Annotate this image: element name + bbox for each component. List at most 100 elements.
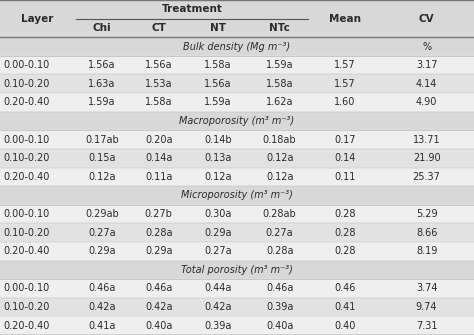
Text: 1.58a: 1.58a	[204, 60, 232, 70]
Text: 8.66: 8.66	[416, 228, 438, 238]
Bar	[0, 56, 474, 74]
Text: 1.59a: 1.59a	[204, 97, 232, 107]
Text: 0.27a: 0.27a	[266, 228, 293, 238]
Text: 1.56a: 1.56a	[145, 60, 173, 70]
Text: 0.27a: 0.27a	[88, 228, 116, 238]
Text: 0.29a: 0.29a	[145, 246, 173, 256]
Text: 1.62a: 1.62a	[266, 97, 293, 107]
Text: 3.74: 3.74	[416, 283, 438, 293]
Text: 0.10-0.20: 0.10-0.20	[4, 153, 50, 163]
Text: CV: CV	[419, 14, 434, 23]
Text: 0.28: 0.28	[334, 246, 356, 256]
Bar	[0, 149, 474, 168]
Text: 0.11: 0.11	[334, 172, 356, 182]
Text: 1.59a: 1.59a	[88, 97, 116, 107]
Text: Total porosity (m³ m⁻³): Total porosity (m³ m⁻³)	[181, 265, 293, 275]
Text: 0.13a: 0.13a	[204, 153, 232, 163]
Text: 0.14a: 0.14a	[145, 153, 173, 163]
Text: 0.46a: 0.46a	[88, 283, 116, 293]
Text: 0.12a: 0.12a	[266, 153, 293, 163]
Text: 0.42a: 0.42a	[145, 302, 173, 312]
Text: 0.28: 0.28	[334, 209, 356, 219]
Bar	[0, 316, 474, 335]
Text: Bulk density (Mg m⁻³): Bulk density (Mg m⁻³)	[183, 42, 291, 52]
Text: 0.42a: 0.42a	[204, 302, 232, 312]
Text: 0.14b: 0.14b	[204, 135, 232, 145]
Bar	[0, 74, 474, 93]
Text: 1.63a: 1.63a	[88, 79, 116, 89]
Text: 0.40a: 0.40a	[145, 321, 173, 331]
Bar	[0, 37, 474, 56]
Text: 0.17ab: 0.17ab	[85, 135, 119, 145]
Text: 0.12a: 0.12a	[266, 172, 293, 182]
Bar	[0, 93, 474, 112]
Text: 0.27b: 0.27b	[145, 209, 173, 219]
Text: 0.20-0.40: 0.20-0.40	[4, 97, 50, 107]
Text: Treatment: Treatment	[162, 4, 222, 14]
Bar	[0, 242, 474, 261]
Text: 0.27a: 0.27a	[204, 246, 232, 256]
Bar	[0, 223, 474, 242]
Text: 0.29ab: 0.29ab	[85, 209, 119, 219]
Text: 0.00-0.10: 0.00-0.10	[4, 135, 50, 145]
Text: 0.29a: 0.29a	[204, 228, 232, 238]
Text: 1.53a: 1.53a	[145, 79, 173, 89]
Text: 5.29: 5.29	[416, 209, 438, 219]
Text: 0.00-0.10: 0.00-0.10	[4, 283, 50, 293]
Text: 0.41a: 0.41a	[88, 321, 116, 331]
Text: 0.20-0.40: 0.20-0.40	[4, 246, 50, 256]
Text: 0.39a: 0.39a	[266, 302, 293, 312]
Text: Mean: Mean	[329, 14, 361, 23]
Text: 1.59a: 1.59a	[266, 60, 293, 70]
Text: 0.46a: 0.46a	[145, 283, 173, 293]
Text: 4.90: 4.90	[416, 97, 438, 107]
Text: 1.56a: 1.56a	[88, 60, 116, 70]
Text: 0.39a: 0.39a	[204, 321, 232, 331]
Text: 0.28: 0.28	[334, 228, 356, 238]
Text: 0.42a: 0.42a	[88, 302, 116, 312]
Bar	[0, 205, 474, 223]
Text: Layer: Layer	[20, 14, 53, 23]
Text: 0.28a: 0.28a	[145, 228, 173, 238]
Text: 4.14: 4.14	[416, 79, 438, 89]
Text: 0.28ab: 0.28ab	[263, 209, 297, 219]
Text: 25.37: 25.37	[413, 172, 440, 182]
Text: 1.56a: 1.56a	[204, 79, 232, 89]
Text: 0.17: 0.17	[334, 135, 356, 145]
Text: 13.71: 13.71	[413, 135, 440, 145]
Text: 0.44a: 0.44a	[204, 283, 232, 293]
Bar	[0, 112, 474, 130]
Text: 1.58a: 1.58a	[266, 79, 293, 89]
Text: CT: CT	[151, 23, 166, 33]
Text: Microporosity (m³ m⁻³): Microporosity (m³ m⁻³)	[181, 190, 293, 200]
Bar	[0, 279, 474, 298]
Text: 0.15a: 0.15a	[88, 153, 116, 163]
Text: 0.46: 0.46	[334, 283, 356, 293]
Text: %: %	[422, 42, 431, 52]
Bar	[0, 130, 474, 149]
Text: 0.30a: 0.30a	[204, 209, 232, 219]
Text: 0.18ab: 0.18ab	[263, 135, 296, 145]
Bar	[0, 19, 474, 37]
Text: 0.14: 0.14	[334, 153, 356, 163]
Text: 8.19: 8.19	[416, 246, 438, 256]
Text: 0.40: 0.40	[334, 321, 356, 331]
Text: 0.00-0.10: 0.00-0.10	[4, 60, 50, 70]
Text: 9.74: 9.74	[416, 302, 438, 312]
Text: 1.58a: 1.58a	[145, 97, 173, 107]
Text: 1.60: 1.60	[334, 97, 356, 107]
Bar	[0, 168, 474, 186]
Text: 7.31: 7.31	[416, 321, 438, 331]
Text: NTc: NTc	[269, 23, 290, 33]
Text: 0.40a: 0.40a	[266, 321, 293, 331]
Text: 0.10-0.20: 0.10-0.20	[4, 302, 50, 312]
Text: 0.10-0.20: 0.10-0.20	[4, 228, 50, 238]
Text: 1.57: 1.57	[334, 79, 356, 89]
Text: 0.41: 0.41	[334, 302, 356, 312]
Text: 0.00-0.10: 0.00-0.10	[4, 209, 50, 219]
Text: 1.57: 1.57	[334, 60, 356, 70]
Text: 0.20-0.40: 0.20-0.40	[4, 172, 50, 182]
Text: Chi: Chi	[92, 23, 111, 33]
Text: 0.10-0.20: 0.10-0.20	[4, 79, 50, 89]
Bar	[0, 298, 474, 316]
